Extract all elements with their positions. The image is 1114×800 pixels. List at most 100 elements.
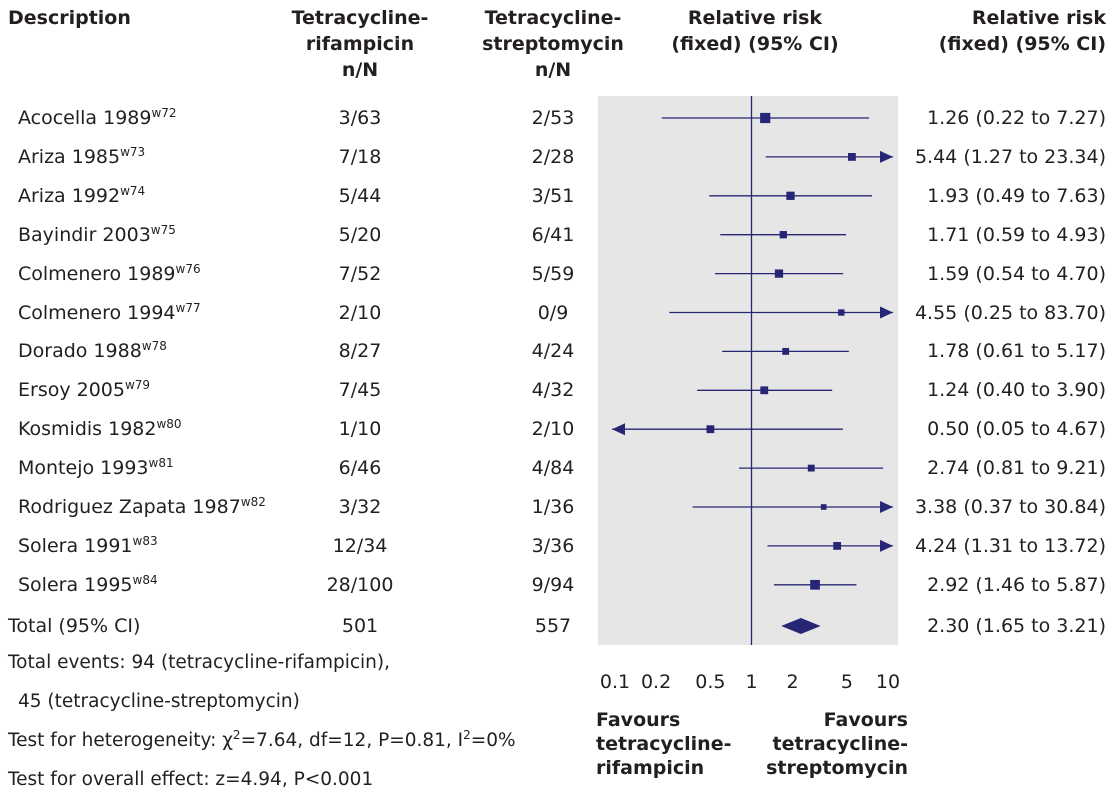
point-estimate [833,542,842,550]
group1-count: 7/45 [338,379,382,402]
study-reference: w73 [120,144,146,159]
relative-risk-estimate: 1.26 (0.22 to 7.27) [927,107,1106,129]
group2-count: 9/94 [531,573,575,596]
total-events-line2: 45 (tetracycline-streptomycin) [18,691,300,712]
study-name-text: Rodriguez Zapata 1987 [18,496,241,518]
group1-count: 7/52 [338,262,382,285]
relative-risk-estimate: 1.78 (0.61 to 5.17) [927,340,1106,363]
group2-count: 5/59 [531,262,575,285]
relative-risk-estimate: 2.92 (1.46 to 5.87) [927,573,1106,596]
point-estimate [782,347,790,355]
group2-count: 4/84 [531,457,575,480]
study-reference: w75 [150,222,176,237]
study-name: Acocella 1989w72 [18,105,177,131]
study-reference: w76 [175,261,201,276]
group1-count: 12/34 [332,534,388,557]
study-name: Dorado 1988w78 [18,338,167,364]
relative-risk-estimate: 1.93 (0.49 to 7.63) [927,184,1106,207]
group1-count: 5/20 [338,223,382,246]
study-name: Ersoy 2005w79 [18,377,150,403]
study-name: Rodriguez Zapata 1987w82 [18,494,266,520]
group2-count: 2/28 [531,145,575,168]
group2-count: 3/51 [531,184,575,207]
ci-arrow-right [880,306,893,319]
group1-count: 3/32 [338,496,382,518]
relative-risk-estimate: 0.50 (0.05 to 4.67) [927,418,1106,441]
study-reference: w77 [175,300,201,315]
study-reference: w79 [124,378,151,393]
group1-count: 8/27 [338,340,382,363]
point-estimate [807,464,815,472]
group1-count: 7/18 [338,145,382,168]
study-name: Solera 1995w84 [18,572,158,598]
estimate-header: Relative risk (fixed) (95% CI) [938,7,1106,55]
relative-risk-estimate: 1.24 (0.40 to 3.90) [927,379,1106,402]
favours-right-label: Favours tetracycline- streptomycin [766,709,908,779]
favours-left-label: Favours tetracycline- rifampicin [596,709,732,779]
group1-header: Tetracycline- rifampicin n/N [291,7,429,81]
study-name-text: Solera 1991 [18,534,133,557]
total-group2: 557 [534,615,572,637]
relative-risk-estimate: 1.71 (0.59 to 4.93) [927,223,1106,246]
group2-header: Tetracycline- streptomycin n/N [482,7,624,81]
study-name-text: Colmenero 1994 [18,301,176,324]
study-name: Solera 1991w83 [18,533,158,559]
study-name-text: Ariza 1992 [18,184,121,207]
group2-count: 2/53 [531,107,575,129]
group2-count: 0/9 [537,301,569,324]
group1-count: 2/10 [338,301,382,324]
relative-risk-estimate: 4.55 (0.25 to 83.70) [914,301,1106,324]
total-events-line1: Total events: 94 (tetracycline-rifampici… [8,652,390,673]
study-name: Kosmidis 1982w80 [18,416,182,442]
study-name-text: Solera 1995 [18,573,133,596]
ci-arrow-right [880,539,893,552]
x-tick-label: 5 [841,671,853,693]
study-reference: w82 [240,495,266,509]
point-estimate [820,504,827,510]
x-tick-label: 10 [876,671,900,693]
heterogeneity-test: Test for heterogeneity: χ2=7.64, df=12, … [8,728,516,751]
study-name-text: Montejo 1993 [18,457,149,480]
point-estimate [774,269,784,278]
description-header: Description [8,7,131,29]
point-estimate [848,153,856,161]
x-tick-label: 2 [787,671,799,693]
point-estimate [779,231,787,239]
point-estimate [810,579,820,590]
total-estimate: 2.30 (1.65 to 3.21) [927,615,1106,637]
group1-count: 5/44 [338,184,382,207]
x-tick-label: 0.2 [641,671,671,693]
study-name-text: Kosmidis 1982 [18,418,157,441]
group1-count: 28/100 [326,573,394,596]
study-reference: w80 [156,417,182,432]
relative-risk-estimate: 3.38 (0.37 to 30.84) [914,496,1106,518]
group2-count: 4/32 [531,379,575,402]
x-tick-label: 0.5 [695,671,725,693]
point-estimate [760,112,771,124]
ci-arrow-right [880,501,893,513]
x-tick-label: 1 [745,671,757,693]
study-reference: w84 [132,572,158,587]
relative-risk-estimate: 1.59 (0.54 to 4.70) [927,262,1106,285]
relative-risk-estimate: 2.74 (0.81 to 9.21) [927,457,1106,480]
point-estimate [706,425,715,434]
study-reference: w74 [120,183,146,198]
study-name: Colmenero 1994w77 [18,300,201,326]
study-name: Ariza 1985w73 [18,144,145,170]
group1-count: 6/46 [338,457,382,480]
point-estimate [838,309,845,316]
point-estimate [760,386,769,395]
group2-count: 2/10 [531,418,575,441]
study-reference: w72 [151,106,177,120]
x-tick-label: 0.1 [600,671,630,693]
total-group1: 501 [341,615,379,637]
total-diamond [781,618,821,634]
study-name: Montejo 1993w81 [18,455,174,481]
plot-header: Relative risk (fixed) (95% CI) [671,7,839,55]
study-name-text: Acocella 1989 [18,107,152,129]
group2-count: 4/24 [531,340,575,363]
study-name-text: Dorado 1988 [18,340,142,363]
study-name: Ariza 1992w74 [18,183,145,209]
study-name-text: Colmenero 1989 [18,262,176,285]
